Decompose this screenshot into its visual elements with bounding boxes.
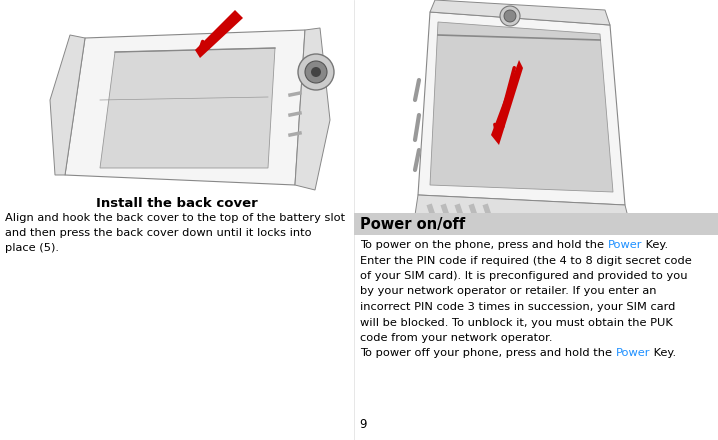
Text: To power on the phone, press and hold the: To power on the phone, press and hold th… <box>360 240 607 250</box>
Text: will be blocked. To unblock it, you must obtain the PUK: will be blocked. To unblock it, you must… <box>360 318 673 327</box>
Text: incorrect PIN code 3 times in succession, your SIM card: incorrect PIN code 3 times in succession… <box>360 302 676 312</box>
Polygon shape <box>100 48 275 168</box>
Text: Align and hook the back cover to the top of the battery slot: Align and hook the back cover to the top… <box>5 213 345 223</box>
Text: Key.: Key. <box>642 240 668 250</box>
Circle shape <box>298 54 334 90</box>
Polygon shape <box>195 10 243 58</box>
Text: place (5).: place (5). <box>5 243 59 253</box>
Text: of your SIM card). It is preconfigured and provided to you: of your SIM card). It is preconfigured a… <box>360 271 688 281</box>
Circle shape <box>500 6 520 26</box>
Text: To power off your phone, press and hold the: To power off your phone, press and hold … <box>360 348 615 359</box>
Text: Power: Power <box>615 348 650 359</box>
Polygon shape <box>491 60 523 145</box>
Text: Power: Power <box>607 240 642 250</box>
Text: 9: 9 <box>359 418 366 431</box>
Polygon shape <box>415 195 630 225</box>
Circle shape <box>311 67 321 77</box>
Polygon shape <box>295 28 330 190</box>
Text: code from your network operator.: code from your network operator. <box>360 333 552 343</box>
Text: Key.: Key. <box>650 348 676 359</box>
Circle shape <box>305 61 327 83</box>
Text: by your network operator or retailer. If you enter an: by your network operator or retailer. If… <box>360 286 656 297</box>
Text: and then press the back cover down until it locks into: and then press the back cover down until… <box>5 228 312 238</box>
Polygon shape <box>430 0 610 25</box>
Text: Power on/off: Power on/off <box>360 216 465 231</box>
Text: Install the back cover: Install the back cover <box>96 197 258 210</box>
Text: Enter the PIN code if required (the 4 to 8 digit secret code: Enter the PIN code if required (the 4 to… <box>360 256 691 265</box>
Polygon shape <box>418 12 625 205</box>
Circle shape <box>504 10 516 22</box>
Bar <box>354 213 718 235</box>
Polygon shape <box>50 35 85 175</box>
Polygon shape <box>430 22 613 192</box>
Polygon shape <box>65 30 305 185</box>
